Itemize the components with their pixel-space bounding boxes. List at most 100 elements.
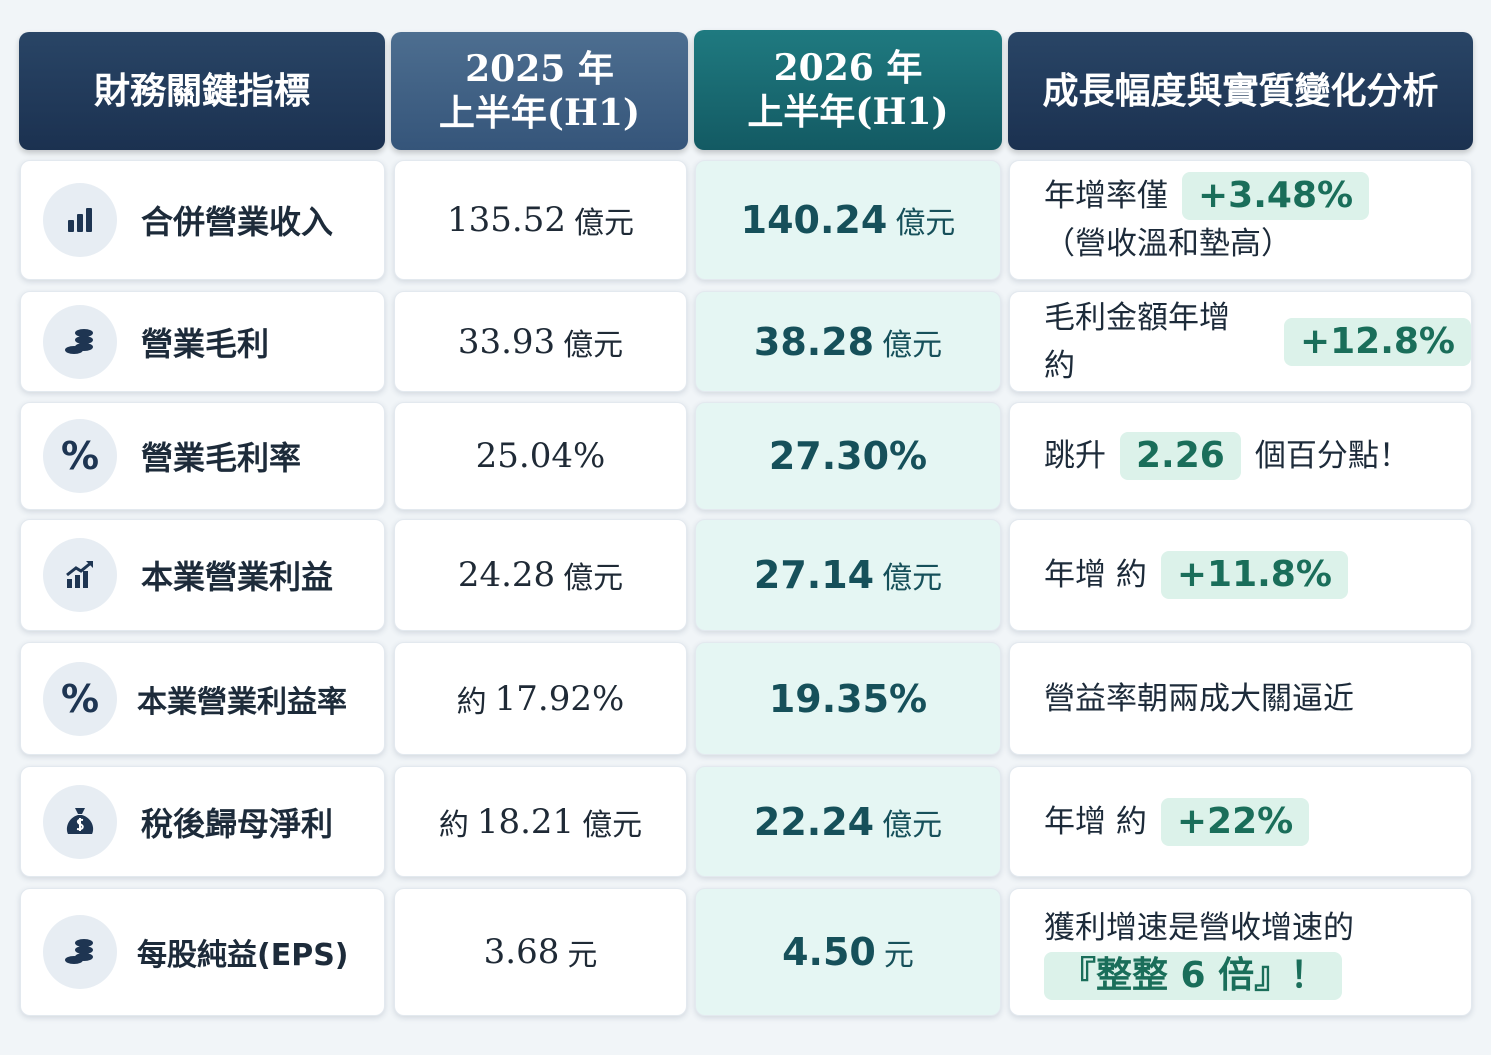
header-text: 上半年(H1): [747, 91, 949, 133]
highlight: +22%: [1160, 797, 1310, 846]
value: 38.28: [753, 319, 875, 364]
metric-cell: 本業營業利益: [20, 519, 385, 631]
analysis-line: （營收溫和墊高）: [1044, 220, 1292, 268]
value: 27.14: [753, 553, 875, 597]
analysis-line: 營益率朝兩成大關逼近: [1044, 675, 1354, 723]
highlight: 『整整 6 倍』！: [1044, 952, 1343, 1000]
metric-label: 營業毛利: [141, 324, 270, 363]
value: 24.28: [457, 555, 556, 595]
highlight: +11.8%: [1160, 551, 1348, 599]
analysis-text: 年增 約: [1044, 557, 1147, 593]
header-analysis: 成長幅度與實質變化分析: [1008, 32, 1473, 150]
analysis-cell: 年增 約 +11.8%: [1009, 519, 1472, 631]
header-text: 上半年(H1): [438, 92, 641, 134]
analysis-cell: 年增 約 +22%: [1009, 766, 1472, 877]
icon: [43, 304, 117, 379]
analysis-cell: 跳升 2.26 個百分點！: [1009, 402, 1472, 510]
value: 3.68: [483, 932, 560, 972]
metric-cell: 稅後歸母淨利: [20, 766, 385, 877]
header-text: 2025 年: [465, 48, 614, 90]
metric-label: 本業營業利益: [141, 558, 334, 596]
analysis-line: 毛利金額年增 約 +12.8%: [1044, 294, 1471, 390]
value-cell: 27.30%: [695, 402, 1001, 510]
icon: %: [43, 419, 117, 493]
highlight: +12.8%: [1283, 317, 1471, 366]
value-cell: 25.04%: [394, 402, 687, 510]
analysis-cell: 年增率僅 +3.48% （營收溫和墊高）: [1009, 160, 1472, 280]
header-metric: 財務關鍵指標: [19, 32, 385, 150]
analysis-text: 年增 約: [1044, 803, 1147, 840]
value-cell: 3.68 元: [394, 888, 687, 1016]
value-cell: 33.93 億元: [394, 291, 687, 392]
value-cell: 38.28 億元: [695, 291, 1001, 392]
value-cell: 135.52 億元: [394, 160, 687, 280]
value-cell: 24.28 億元: [394, 519, 687, 631]
unit: 億元: [895, 206, 956, 241]
analysis-line: 年增率僅 +3.48%: [1044, 172, 1370, 220]
value-cell: 27.14 億元: [695, 519, 1001, 631]
value: 27.30%: [768, 434, 928, 478]
metric-cell: % 本業營業利益率: [20, 642, 385, 755]
header-text: 成長幅度與實質變化分析: [1042, 70, 1439, 112]
unit: 元: [567, 938, 598, 973]
unit: 億元: [582, 807, 643, 843]
header-2026: 2026 年上半年(H1): [694, 30, 1002, 150]
icon-graphic: [66, 560, 93, 588]
icon-graphic: [68, 208, 92, 232]
header-2025: 2025 年上半年(H1): [391, 32, 688, 150]
value-cell: 約 18.21 億元: [394, 766, 687, 877]
unit: 億元: [573, 206, 634, 241]
analysis-text: 營益率朝兩成大關逼近: [1044, 680, 1354, 717]
value: 25.04%: [475, 436, 606, 476]
value: 135.52: [447, 200, 566, 240]
value-cell: 22.24 億元: [695, 766, 1001, 877]
analysis-text: （營收溫和墊高）: [1044, 226, 1292, 262]
value-cell: 4.50 元: [695, 888, 1001, 1016]
icon: [43, 183, 117, 257]
value: 4.50: [782, 930, 876, 974]
metric-label: 合併營業收入: [141, 203, 334, 241]
analysis-cell: 獲利增速是營收增速的 『整整 6 倍』！: [1009, 888, 1472, 1016]
unit: 億元: [882, 807, 943, 843]
icon: %: [43, 661, 117, 736]
highlight: +3.48%: [1182, 172, 1370, 220]
analysis-text: 年增率僅: [1044, 178, 1168, 214]
value-cell: 約 17.92%: [394, 642, 687, 755]
metric-label: 本業營業利益率: [137, 684, 347, 720]
analysis-line: 跳升 2.26 個百分點！: [1044, 432, 1410, 480]
value-cell: 140.24 億元: [695, 160, 1001, 280]
analysis-cell: 毛利金額年增 約 +12.8%: [1009, 291, 1472, 392]
prefix: 約: [438, 807, 469, 843]
analysis-line: 年增 約 +11.8%: [1044, 551, 1348, 599]
analysis-line: 年增 約 +22%: [1044, 797, 1310, 846]
metric-label: 每股純益(EPS): [137, 938, 349, 973]
value-cell: 19.35%: [695, 642, 1001, 755]
highlight: 2.26: [1120, 432, 1241, 480]
metric-cell: 每股純益(EPS): [20, 888, 385, 1016]
header-text: 2026 年: [773, 47, 923, 89]
unit: 元: [883, 938, 914, 973]
analysis-line: 『整整 6 倍』！: [1044, 952, 1343, 1000]
value: 18.21: [476, 801, 575, 842]
metric-label: 稅後歸母淨利: [141, 804, 334, 843]
unit: 億元: [563, 561, 624, 596]
metric-cell: 營業毛利: [20, 291, 385, 392]
header-text: 財務關鍵指標: [93, 70, 310, 112]
metric-cell: % 營業毛利率: [20, 402, 385, 510]
icon-graphic: [66, 807, 94, 834]
unit: 億元: [563, 327, 624, 363]
metric-label: 營業毛利率: [141, 439, 302, 477]
metric-cell: 合併營業收入: [20, 160, 385, 280]
icon: [43, 915, 117, 989]
unit: 億元: [882, 561, 943, 596]
value: 22.24: [753, 799, 875, 844]
value: 140.24: [740, 198, 888, 242]
icon-graphic: [65, 939, 93, 964]
value: 33.93: [457, 321, 556, 362]
analysis-text: 跳升: [1044, 438, 1106, 474]
unit: 億元: [882, 327, 943, 363]
value: 19.35%: [768, 676, 928, 721]
analysis-text: 個百分點！: [1254, 438, 1410, 474]
analysis-cell: 營益率朝兩成大關逼近: [1009, 642, 1472, 755]
